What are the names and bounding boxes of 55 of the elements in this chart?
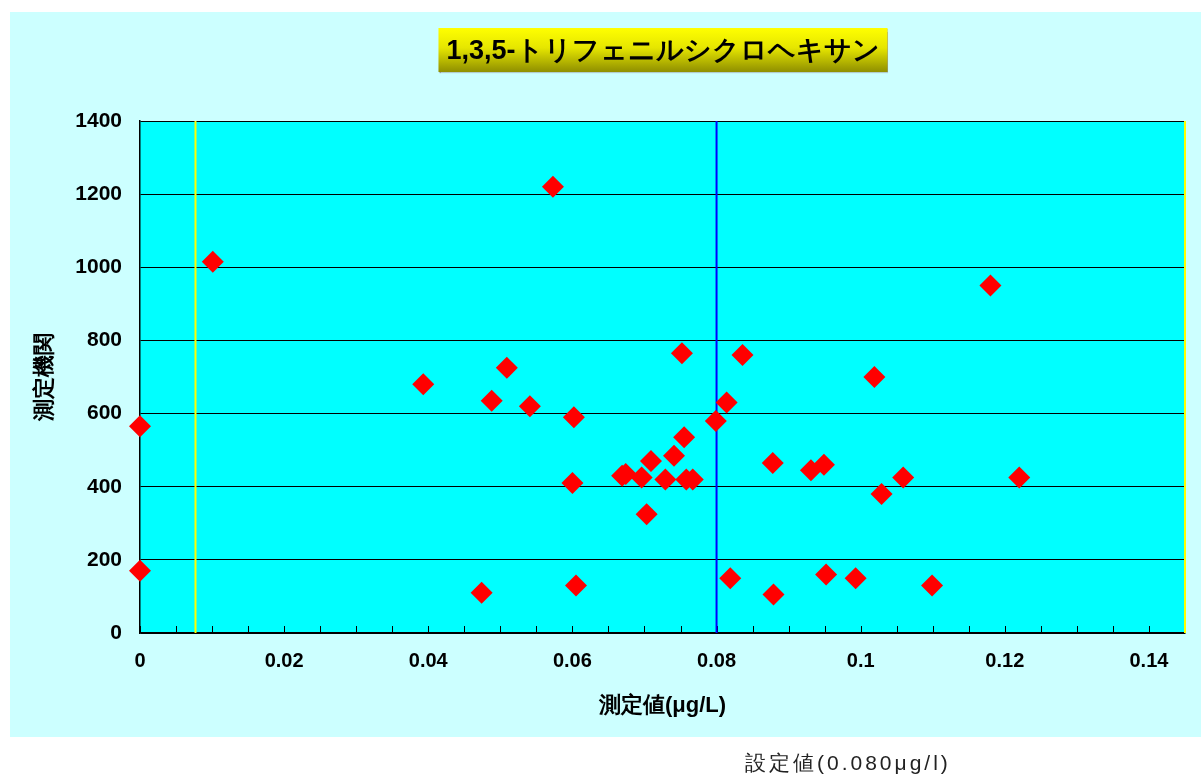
point xyxy=(1008,466,1031,489)
x-tick-label: 0 xyxy=(134,648,146,671)
point xyxy=(844,567,867,590)
y-tick-label: 1200 xyxy=(75,180,122,204)
point xyxy=(470,581,493,604)
point xyxy=(654,468,677,491)
point xyxy=(129,415,151,438)
x-tick-label: 0.04 xyxy=(408,648,449,671)
y-tick-label: 600 xyxy=(86,400,122,424)
point xyxy=(704,409,727,432)
point xyxy=(635,503,658,526)
point xyxy=(731,344,754,367)
x-tick-label: 0.14 xyxy=(1129,648,1170,671)
point xyxy=(719,567,742,590)
text: 設定値(0.080μg/l) xyxy=(745,750,951,775)
x-axis-title: 測定値(μg/L) xyxy=(597,691,727,717)
point xyxy=(921,574,944,597)
x-tick-label: 0.08 xyxy=(697,648,737,671)
y-tick-label: 800 xyxy=(86,327,122,351)
x-tick-label: 0.1 xyxy=(846,648,875,671)
point xyxy=(412,373,435,396)
x-tick-label: 0.12 xyxy=(985,648,1025,671)
point xyxy=(663,444,686,467)
point xyxy=(799,459,822,482)
chart-title: 1,3,5-トリフェニルシクロヘキサン xyxy=(438,28,888,72)
point xyxy=(565,574,588,597)
point xyxy=(562,406,585,429)
point xyxy=(870,483,893,506)
point xyxy=(863,366,886,388)
y-tick-label: 400 xyxy=(86,473,122,497)
point xyxy=(630,466,653,489)
y-axis-title: 測定機関 xyxy=(31,333,57,422)
y-tick-label: 0 xyxy=(110,619,122,643)
point xyxy=(892,466,915,489)
x-tick-label: 0.06 xyxy=(552,648,592,671)
point xyxy=(129,559,151,582)
y-tick-label: 200 xyxy=(86,546,122,570)
point xyxy=(670,342,693,365)
point xyxy=(201,250,224,273)
point xyxy=(480,389,503,412)
point xyxy=(541,175,564,198)
point xyxy=(495,356,518,379)
point xyxy=(561,472,584,495)
point xyxy=(762,583,785,606)
y-tick-label: 1000 xyxy=(75,254,122,278)
y-tick-label: 1400 xyxy=(75,107,122,131)
point xyxy=(715,391,738,414)
point xyxy=(639,450,662,473)
point xyxy=(518,395,541,418)
point xyxy=(812,453,835,476)
point xyxy=(673,426,696,449)
point xyxy=(979,274,1002,297)
point xyxy=(815,563,838,586)
point xyxy=(761,451,784,474)
x-tick-label: 0.02 xyxy=(264,648,304,671)
